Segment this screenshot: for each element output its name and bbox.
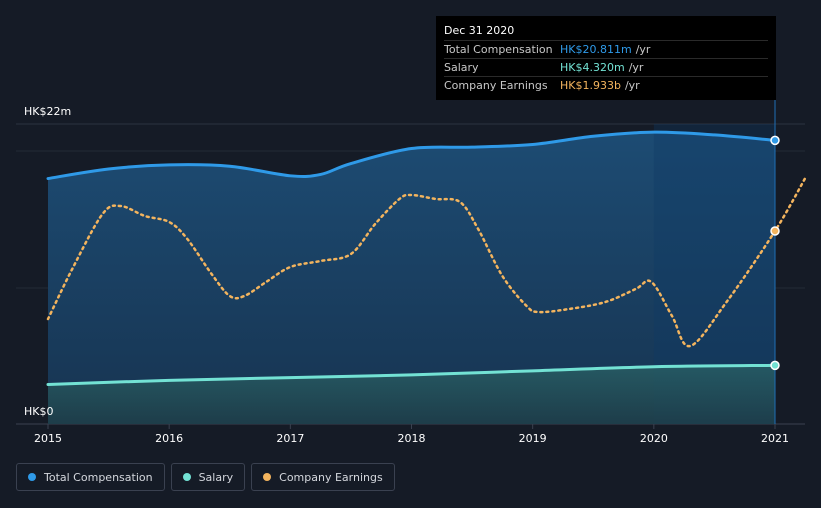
salary-line: [46, 363, 777, 386]
legend-dot-icon: [182, 473, 191, 481]
tooltip-value: HK$1.933b: [560, 79, 621, 92]
tooltip-label: Salary: [444, 61, 479, 74]
legend-label: Company Earnings: [279, 470, 383, 484]
legend-item-salary[interactable]: Salary: [170, 463, 246, 491]
legend-item-total-compensation[interactable]: Total Compensation: [16, 463, 165, 491]
y-axis-max-label: HK$22m: [24, 105, 72, 118]
total-compensation-line: [46, 130, 777, 181]
tooltip-unit: /yr: [624, 79, 640, 92]
x-tick-label: 2018: [398, 432, 426, 445]
x-tick-label: 2021: [761, 432, 789, 445]
legend-dot-icon: [263, 473, 272, 481]
tooltip: Dec 31 2020 Total Compensation HK$20.811…: [436, 16, 776, 100]
tooltip-row-total-compensation: Total Compensation HK$20.811m /yr: [444, 40, 768, 58]
tooltip-date: Dec 31 2020: [444, 24, 515, 37]
tooltip-row-company-earnings: Company Earnings HK$1.933b /yr: [444, 76, 768, 94]
x-tick-label: 2015: [34, 432, 62, 445]
tooltip-label: Total Compensation: [444, 43, 553, 56]
legend: Total Compensation Salary Company Earnin…: [16, 463, 395, 491]
y-axis-min-label: HK$0: [24, 405, 54, 418]
tooltip-unit: /yr: [628, 61, 644, 74]
x-tick-label: 2017: [276, 432, 304, 445]
series-areas: [48, 124, 775, 425]
tooltip-unit: /yr: [635, 43, 651, 56]
legend-label: Salary: [198, 470, 234, 484]
company-earnings-marker: [770, 226, 780, 236]
legend-label: Total Compensation: [44, 470, 153, 484]
x-tick-label: 2016: [155, 432, 183, 445]
x-tick-label: 2020: [640, 432, 668, 445]
tooltip-value: HK$20.811m: [560, 43, 632, 56]
total-compensation-area: [48, 132, 775, 425]
legend-item-company-earnings[interactable]: Company Earnings: [251, 463, 395, 491]
tooltip-label: Company Earnings: [444, 79, 548, 92]
salary-marker: [770, 360, 780, 371]
x-axis: 2015 2016 2017 2018 2019 2020 2021: [34, 424, 789, 445]
highlight-markers: [770, 135, 780, 371]
x-tick-label: 2019: [519, 432, 547, 445]
company-earnings-line: [46, 176, 807, 348]
tooltip-value: HK$4.320m: [560, 61, 625, 74]
tooltip-row-salary: Salary HK$4.320m /yr: [444, 58, 768, 76]
legend-dot-icon: [28, 473, 36, 481]
total-compensation-marker: [770, 135, 780, 146]
